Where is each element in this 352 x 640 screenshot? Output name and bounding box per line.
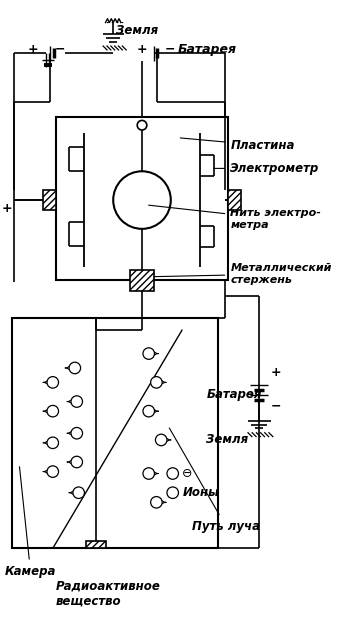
Circle shape <box>167 487 178 499</box>
Circle shape <box>151 497 162 508</box>
Text: Земля: Земля <box>116 24 158 36</box>
Text: Путь луча: Путь луча <box>169 428 260 532</box>
Text: +: + <box>137 43 147 56</box>
Text: ⊖: ⊖ <box>182 467 193 480</box>
Text: Электрометр: Электрометр <box>214 162 320 175</box>
Circle shape <box>69 362 81 374</box>
Text: −: − <box>271 400 281 413</box>
Circle shape <box>143 468 155 479</box>
Text: −: − <box>228 202 238 215</box>
Circle shape <box>167 468 178 479</box>
Text: Металлический
стержень: Металлический стержень <box>149 263 332 285</box>
Text: Ионы: Ионы <box>182 486 219 499</box>
Text: +: + <box>1 202 12 215</box>
Bar <box>12 318 218 548</box>
Bar <box>131 270 153 291</box>
Text: Радиоактивное
вещество: Радиоактивное вещество <box>56 579 161 607</box>
Circle shape <box>151 376 162 388</box>
Text: Пластина: Пластина <box>180 138 295 152</box>
Text: −: − <box>165 43 175 56</box>
Circle shape <box>113 172 171 229</box>
Text: Батарея: Батарея <box>177 43 237 56</box>
Circle shape <box>71 428 82 439</box>
Text: +: + <box>27 43 38 56</box>
Circle shape <box>143 348 155 359</box>
Text: Земля: Земля <box>206 433 249 447</box>
Circle shape <box>71 456 82 468</box>
Text: Камера: Камера <box>5 467 56 578</box>
Circle shape <box>47 466 58 477</box>
Text: Батарея: Батарея <box>206 388 262 401</box>
Text: −: − <box>54 43 65 56</box>
Bar <box>43 191 56 210</box>
Circle shape <box>47 376 58 388</box>
Circle shape <box>137 120 147 130</box>
Circle shape <box>47 405 58 417</box>
Circle shape <box>143 405 155 417</box>
Circle shape <box>47 437 58 449</box>
Bar <box>228 191 241 210</box>
Circle shape <box>71 396 82 407</box>
Text: +: + <box>271 366 281 380</box>
Circle shape <box>73 487 84 499</box>
Circle shape <box>156 434 167 445</box>
Text: Нить электро-
метра: Нить электро- метра <box>149 205 321 230</box>
Bar <box>56 116 228 280</box>
Bar <box>86 541 106 548</box>
